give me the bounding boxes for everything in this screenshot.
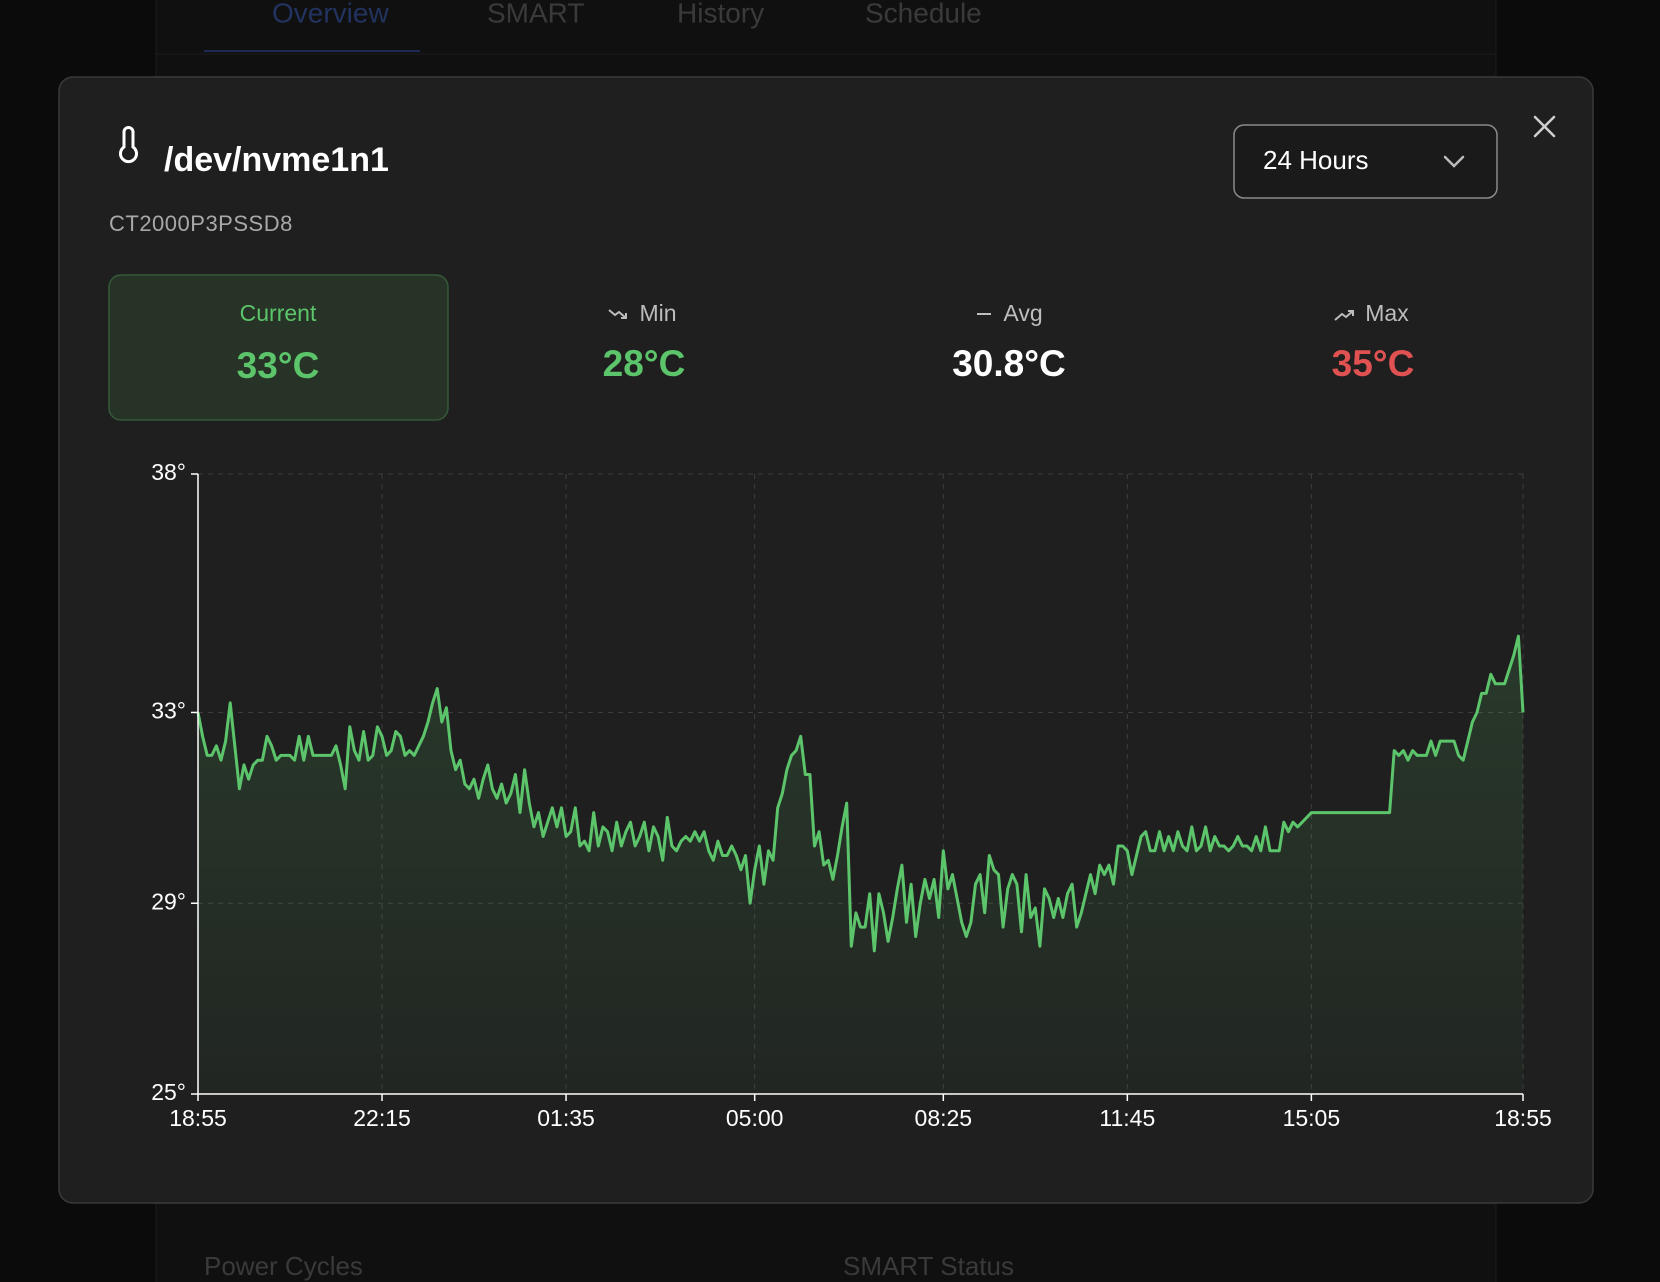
y-tick-label: 33° — [151, 698, 186, 724]
stat-label: Avg — [1003, 300, 1042, 326]
x-tick-label: 01:35 — [537, 1105, 595, 1131]
thermometer-icon — [119, 126, 138, 164]
range-dropdown-text[interactable]: 24 Hours — [1263, 145, 1369, 175]
tab[interactable]: Schedule — [865, 0, 982, 28]
x-tick-label: 18:55 — [169, 1105, 227, 1131]
close-button[interactable] — [1533, 115, 1556, 138]
max-icon — [1334, 310, 1354, 321]
y-tick-label: 38° — [151, 459, 186, 485]
tab[interactable]: History — [677, 0, 764, 28]
background-label: SMART Status — [843, 1251, 1014, 1281]
stat-value: 33°C — [237, 345, 320, 386]
line — [196, 634, 1525, 953]
dropdown-chevron — [1443, 155, 1465, 168]
stat-label: Current — [240, 300, 317, 326]
y-tick-label: 29° — [151, 888, 186, 914]
x-tick-label: 15:05 — [1283, 1105, 1341, 1131]
stat-label: Max — [1365, 300, 1409, 326]
min-icon — [608, 309, 627, 319]
modal-title: /dev/nvme1n1 — [164, 141, 389, 179]
x-tick-label: 18:55 — [1494, 1105, 1552, 1131]
stat-label: Min — [639, 300, 676, 326]
stat-value: 35°C — [1332, 343, 1415, 384]
background-label: Power Cycles — [204, 1251, 363, 1281]
modal-subtitle: CT2000P3PSSD8 — [109, 211, 293, 236]
area — [198, 636, 1523, 1094]
range-dropdown[interactable] — [1233, 124, 1498, 199]
x-tick-label: 05:00 — [726, 1105, 784, 1131]
x-tick-label: 08:25 — [915, 1105, 973, 1131]
tab[interactable]: Overview — [272, 0, 389, 28]
current-card — [108, 274, 449, 421]
y-tick-label: 25° — [151, 1079, 186, 1105]
x-tick-label: 22:15 — [353, 1105, 411, 1131]
tab[interactable]: SMART — [487, 0, 585, 28]
x-tick-label: 11:45 — [1099, 1105, 1155, 1131]
stat-value: 28°C — [603, 343, 686, 384]
stat-value: 30.8°C — [952, 343, 1066, 384]
